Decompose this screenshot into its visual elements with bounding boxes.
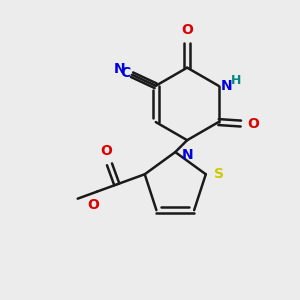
Text: O: O	[87, 198, 99, 212]
Text: N: N	[182, 148, 194, 162]
Text: O: O	[248, 116, 259, 130]
Text: O: O	[181, 23, 193, 37]
Text: N: N	[221, 79, 232, 93]
Text: C: C	[120, 66, 130, 80]
Text: S: S	[214, 167, 224, 181]
Text: O: O	[100, 144, 112, 158]
Text: N: N	[113, 62, 125, 76]
Text: H: H	[231, 74, 242, 87]
